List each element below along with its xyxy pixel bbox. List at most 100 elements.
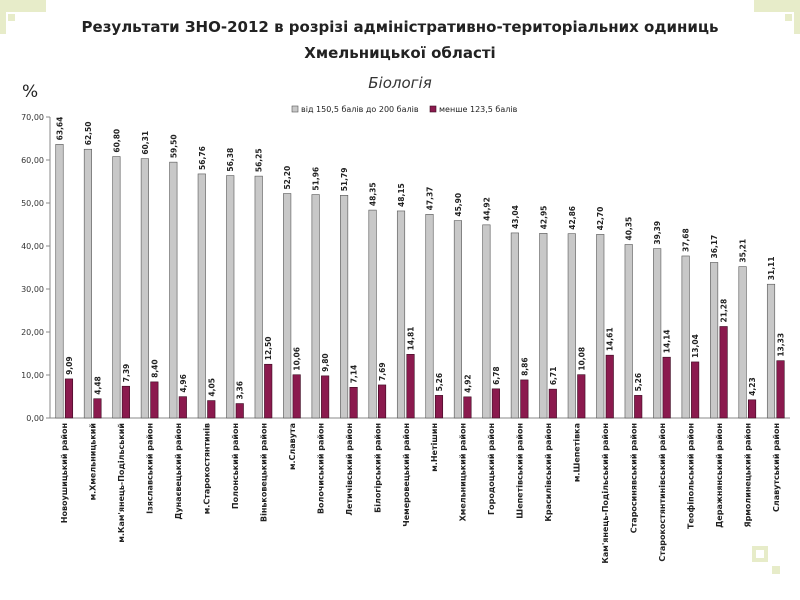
data-label-series2: 9,80 <box>321 353 330 372</box>
bar-series2 <box>748 399 757 419</box>
data-label-series2: 4,96 <box>179 374 188 393</box>
bar-series2 <box>491 388 500 419</box>
data-label-series2: 5,26 <box>634 373 643 392</box>
data-label-series2: 6,71 <box>549 367 558 386</box>
bar-series1 <box>340 195 349 419</box>
bar-series1 <box>112 156 121 419</box>
data-label-series1: 62,50 <box>84 122 93 146</box>
bar-series1 <box>425 214 434 419</box>
data-label-series1: 48,15 <box>397 183 406 207</box>
bar-series2 <box>520 379 529 419</box>
bar-series1 <box>539 233 548 419</box>
x-tick-label: м.Нетішин <box>429 423 439 472</box>
bar-series1 <box>738 266 747 419</box>
data-label-series2: 4,48 <box>93 376 102 395</box>
x-tick-label: Теофіпольський район <box>685 423 695 529</box>
x-tick-label: Красилівський район <box>543 423 553 522</box>
bar-series1 <box>596 234 605 419</box>
data-label-series1: 59,50 <box>169 134 178 158</box>
bar-series2 <box>378 384 387 419</box>
data-label-series2: 14,14 <box>663 329 672 353</box>
bar-series2 <box>463 396 472 419</box>
bar-series2 <box>662 356 671 419</box>
bar-series1 <box>283 193 292 419</box>
data-label-series2: 4,92 <box>463 374 472 393</box>
data-label-series2: 13,33 <box>777 333 786 357</box>
data-label-series1: 60,80 <box>112 129 121 153</box>
x-tick-label: Чемеровецький район <box>402 423 411 527</box>
bar-series2 <box>406 354 415 419</box>
data-label-series1: 31,11 <box>767 256 776 280</box>
bar-series2 <box>719 326 728 419</box>
x-tick-label: Старосинявський район <box>629 423 638 533</box>
data-label-series1: 56,76 <box>198 146 207 170</box>
y-tick-label: 30,00 <box>21 285 44 294</box>
data-label-series2: 14,81 <box>407 327 416 351</box>
x-tick-label: Летичівський район <box>344 423 354 516</box>
y-tick-label: 20,00 <box>21 328 44 337</box>
y-tick-label: 0,00 <box>26 414 44 423</box>
bar-series1 <box>567 233 576 419</box>
bar-series1 <box>482 224 491 419</box>
bar-series2 <box>605 354 614 419</box>
bar-series1 <box>197 173 206 419</box>
data-label-series2: 5,26 <box>435 373 444 392</box>
data-label-series1: 42,70 <box>596 207 605 231</box>
bar-series2 <box>321 375 330 419</box>
legend-swatch <box>429 105 437 113</box>
data-label-series2: 21,28 <box>720 299 729 323</box>
x-tick-label: Кам'янець-Подільський район <box>600 423 610 564</box>
x-tick-label: м.Славута <box>288 423 297 470</box>
bar-series1 <box>169 161 178 419</box>
bar-series1 <box>624 244 633 419</box>
data-label-series1: 42,86 <box>568 206 577 230</box>
data-label-series2: 4,23 <box>748 377 757 396</box>
x-tick-label: Білогірський район <box>372 423 382 513</box>
x-tick-label: Волочиський район <box>316 423 325 514</box>
bar-series2 <box>292 374 301 419</box>
y-tick-label: 60,00 <box>21 156 44 165</box>
bar-series1 <box>653 248 662 419</box>
data-label-series2: 7,39 <box>122 364 131 383</box>
data-label-series1: 56,38 <box>226 148 235 172</box>
legend-label: від 150,5 балів до 200 балів <box>301 105 419 114</box>
bar-series1 <box>766 283 776 419</box>
bar-series2 <box>434 395 444 419</box>
data-label-series2: 14,61 <box>606 327 615 351</box>
bar-series2 <box>264 363 273 419</box>
data-label-series1: 52,20 <box>283 166 292 190</box>
chart-subtitle: Біологія <box>368 74 432 92</box>
data-label-series2: 6,78 <box>492 366 501 385</box>
data-label-series2: 3,36 <box>236 381 245 400</box>
data-label-series1: 48,35 <box>369 182 378 206</box>
data-label-series1: 63,64 <box>55 117 64 141</box>
bar-series1 <box>681 255 690 419</box>
legend-swatch <box>291 105 299 113</box>
data-label-series1: 35,21 <box>739 239 748 263</box>
data-label-series1: 42,95 <box>539 206 548 230</box>
bar-series1 <box>140 158 149 419</box>
data-label-series2: 4,05 <box>207 378 216 397</box>
data-label-series1: 56,25 <box>255 148 264 172</box>
data-label-series1: 37,68 <box>682 228 691 252</box>
bar-series2 <box>121 385 130 419</box>
chart-title: Результати ЗНО-2012 в розрізі адміністра… <box>81 18 719 36</box>
legend-label: менше 123,5 балів <box>439 105 518 114</box>
data-label-series2: 12,50 <box>264 337 273 361</box>
bar-series2 <box>577 374 586 419</box>
data-label-series2: 13,04 <box>691 334 700 358</box>
y-tick-label: 40,00 <box>21 242 44 251</box>
bar-series1 <box>83 148 92 419</box>
x-tick-label: Старокостянтинівський район <box>657 423 667 562</box>
data-label-series1: 36,17 <box>710 235 719 259</box>
bar-series2 <box>93 398 102 419</box>
bar-series1 <box>226 175 235 419</box>
y-axis-unit-label: % <box>22 82 39 102</box>
bar-series1 <box>55 144 64 419</box>
x-tick-label: Віньковецький район <box>258 423 268 522</box>
chart-title-line2: Хмельницької області <box>304 44 496 62</box>
bar-series1 <box>396 210 406 419</box>
data-label-series1: 51,79 <box>340 168 349 192</box>
y-tick-label: 50,00 <box>21 199 44 208</box>
bar-series2 <box>64 378 74 419</box>
